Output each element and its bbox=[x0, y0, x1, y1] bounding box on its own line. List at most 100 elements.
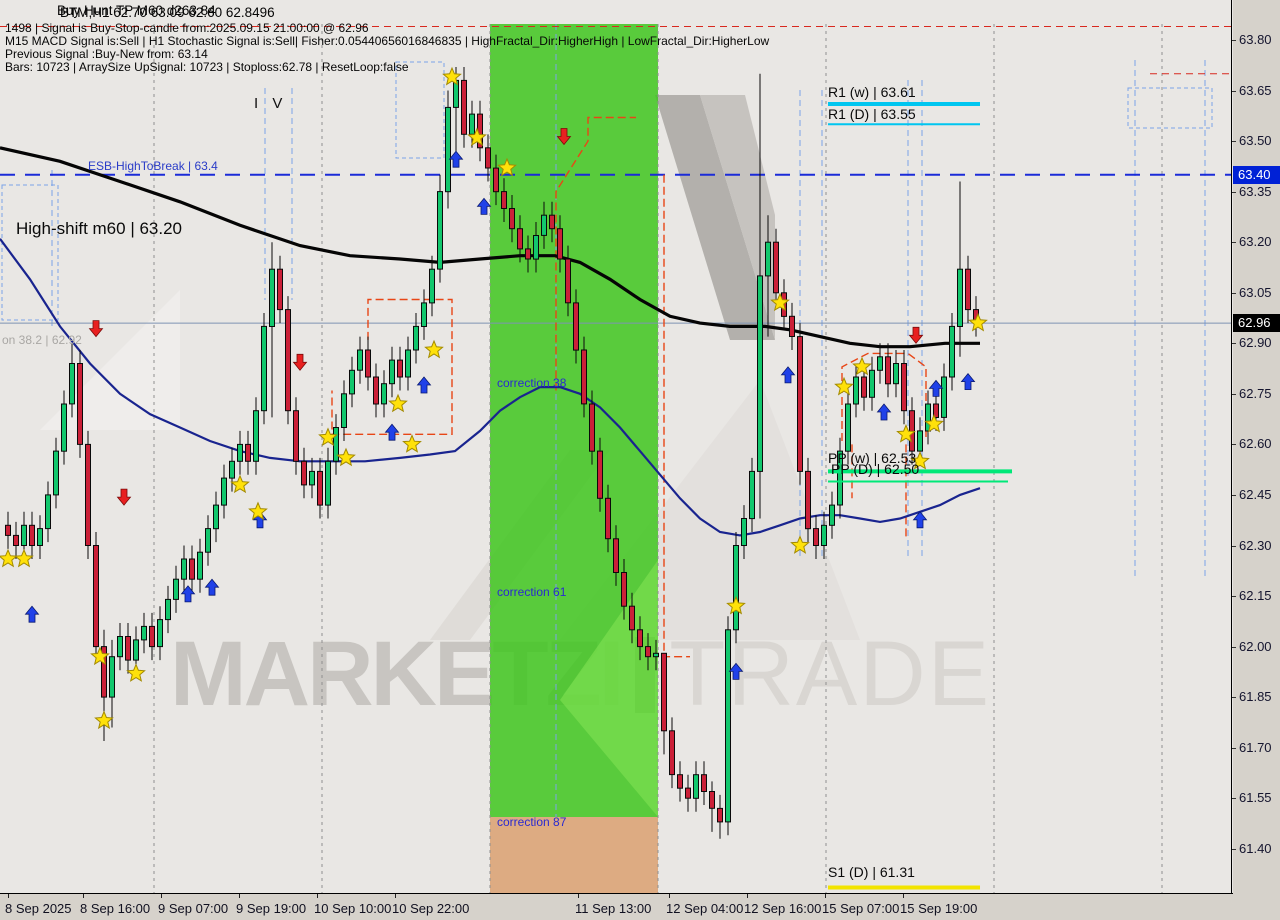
candlestick bbox=[269, 242, 275, 418]
signal-star-icon bbox=[924, 413, 944, 433]
candlestick bbox=[557, 215, 563, 273]
candlestick bbox=[77, 350, 83, 458]
time-tick-label: 15 Sep 07:00 bbox=[822, 901, 900, 916]
trail-stop-line bbox=[331, 298, 453, 435]
candlestick bbox=[85, 430, 91, 559]
wave-count-label: I V bbox=[254, 95, 288, 112]
candlestick bbox=[733, 532, 739, 644]
signal-star-icon bbox=[336, 447, 356, 467]
candlestick bbox=[677, 761, 683, 802]
signal-markers-layer bbox=[0, 66, 988, 730]
price-tick-label: 62.45 bbox=[1239, 486, 1272, 502]
price-tick-mark bbox=[1232, 90, 1236, 92]
candlestick bbox=[205, 515, 211, 566]
trail-stop-line bbox=[663, 174, 690, 658]
time-tick-label: 9 Sep 07:00 bbox=[158, 901, 229, 916]
buy-arrow-icon bbox=[876, 403, 892, 421]
correction-87-label: correction 87 bbox=[497, 815, 567, 829]
candlestick bbox=[317, 457, 323, 519]
signal-star-icon bbox=[770, 292, 790, 312]
candlestick bbox=[885, 343, 891, 398]
fractal-box bbox=[395, 61, 445, 159]
time-tick-mark bbox=[317, 894, 318, 898]
signal-star-icon bbox=[834, 376, 854, 396]
candlestick bbox=[581, 336, 587, 418]
candlestick bbox=[965, 255, 971, 324]
candlestick bbox=[285, 296, 291, 425]
candlestick bbox=[637, 616, 643, 661]
buy-arrow-icon bbox=[416, 376, 432, 394]
price-tick-label: 63.80 bbox=[1239, 32, 1272, 47]
buy-arrow-icon bbox=[728, 662, 744, 680]
slow-ma-line bbox=[0, 238, 981, 537]
candlestick bbox=[365, 336, 371, 391]
watermark-suffix: TRADE bbox=[669, 623, 992, 725]
candlestick bbox=[829, 491, 835, 539]
esb-high-to-break-label: ESB-HighToBreak | 63.4 bbox=[88, 159, 218, 173]
buy-arrow-icon bbox=[928, 379, 944, 397]
candlestick bbox=[925, 390, 931, 445]
candlestick bbox=[181, 545, 187, 593]
price-tick-label: 61.70 bbox=[1239, 739, 1272, 755]
axis-corner bbox=[1233, 893, 1280, 920]
signal-star-icon bbox=[497, 157, 517, 177]
candlestick bbox=[461, 67, 467, 148]
signal-star-icon bbox=[424, 339, 444, 359]
candlestick bbox=[709, 781, 715, 832]
price-tick-label: 63.50 bbox=[1239, 133, 1272, 149]
signal-star-icon bbox=[910, 451, 930, 470]
candlestick bbox=[501, 178, 507, 222]
high-shift-label: High-shift m60 | 63.20 bbox=[16, 219, 182, 238]
candlestick bbox=[333, 414, 339, 475]
correction-zone-orange bbox=[490, 817, 658, 893]
candlestick bbox=[165, 585, 171, 634]
time-tick-mark bbox=[578, 894, 579, 898]
candlestick bbox=[349, 356, 355, 408]
buy-arrow-icon bbox=[180, 585, 196, 603]
candlestick bbox=[373, 363, 379, 418]
signal-star-icon bbox=[248, 501, 268, 521]
price-highlight-tag: 62.96 bbox=[1233, 314, 1280, 333]
buy-arrow-icon bbox=[780, 366, 796, 384]
candlestick bbox=[325, 447, 331, 519]
candlestick bbox=[301, 447, 307, 499]
sell-arrow-icon bbox=[292, 353, 308, 371]
candlestick bbox=[109, 639, 115, 728]
candlestick bbox=[701, 761, 707, 805]
candlestick bbox=[413, 313, 419, 364]
buy-arrow-icon bbox=[960, 372, 976, 391]
trail-stop-line bbox=[555, 116, 636, 391]
price-tick-mark bbox=[1232, 40, 1236, 41]
candlestick bbox=[869, 356, 875, 411]
price-tick-mark bbox=[1232, 798, 1236, 800]
signal-star-icon bbox=[230, 474, 250, 494]
candlestick bbox=[509, 195, 515, 243]
candlestick bbox=[957, 181, 963, 357]
comment-line-bars: Bars: 10723 | ArraySize UpSignal: 10723 … bbox=[5, 60, 409, 74]
time-tick-mark bbox=[83, 894, 84, 898]
candlestick bbox=[37, 515, 43, 559]
candlestick bbox=[13, 521, 19, 559]
candlestick bbox=[493, 154, 499, 206]
chart-canvas[interactable] bbox=[0, 0, 1232, 893]
buy-arrow-icon bbox=[24, 605, 40, 623]
price-tick-mark bbox=[1232, 494, 1236, 496]
candlestick bbox=[749, 457, 755, 532]
candlestick bbox=[485, 134, 491, 182]
candlestick bbox=[621, 559, 627, 620]
time-tick-label: 12 Sep 04:00 bbox=[666, 901, 744, 916]
price-tick-mark bbox=[1232, 292, 1236, 294]
time-tick-label: 12 Sep 16:00 bbox=[744, 901, 822, 916]
candlestick bbox=[381, 370, 387, 418]
time-tick-label: 10 Sep 22:00 bbox=[392, 901, 470, 916]
candlestick bbox=[757, 73, 763, 519]
candlestick bbox=[589, 390, 595, 465]
signal-star-icon bbox=[402, 434, 422, 453]
price-tick-label: 62.15 bbox=[1239, 588, 1272, 604]
signal-star-icon bbox=[726, 595, 746, 615]
price-tick-label: 62.60 bbox=[1239, 436, 1272, 452]
candlestick bbox=[765, 215, 771, 337]
candlestick bbox=[237, 430, 243, 475]
price-tick-label: 61.85 bbox=[1239, 689, 1272, 705]
